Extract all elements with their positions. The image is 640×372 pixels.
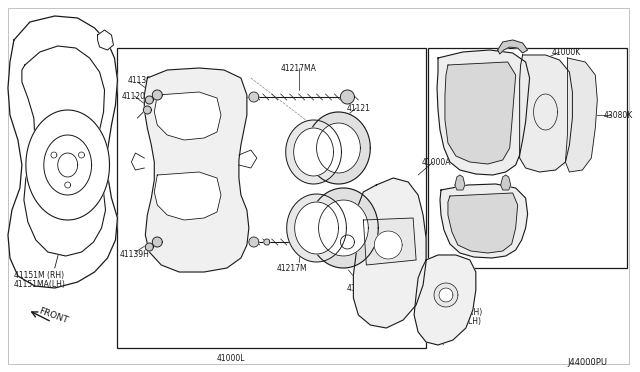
Polygon shape [364,218,416,265]
Polygon shape [455,175,465,190]
Polygon shape [319,200,369,256]
Text: 41000L: 41000L [217,354,245,363]
Polygon shape [145,243,154,251]
Text: 43080K: 43080K [604,111,632,120]
Polygon shape [294,202,339,254]
Polygon shape [414,255,476,345]
Polygon shape [308,188,378,268]
Polygon shape [434,283,458,307]
Polygon shape [97,30,113,50]
Polygon shape [264,239,270,245]
Polygon shape [143,106,151,114]
Polygon shape [154,172,221,220]
Polygon shape [307,112,371,184]
Polygon shape [287,194,346,262]
Text: 41139H: 41139H [120,250,149,259]
Bar [428,48,627,268]
Polygon shape [26,110,109,220]
Text: 41011(LH): 41011(LH) [442,317,482,326]
Polygon shape [152,90,163,100]
Text: FRONT: FRONT [38,306,70,325]
Text: 41000A: 41000A [422,158,452,167]
Polygon shape [249,92,259,102]
Polygon shape [294,128,333,176]
Polygon shape [500,175,511,190]
Polygon shape [520,55,572,172]
Polygon shape [8,16,118,288]
Polygon shape [145,96,154,104]
Text: 41217M: 41217M [276,264,307,273]
Polygon shape [145,68,249,272]
Text: 41138H: 41138H [127,76,157,85]
Text: 41151MA(LH): 41151MA(LH) [14,280,66,289]
Text: 41120: 41120 [122,92,145,101]
Text: 41121: 41121 [346,284,371,293]
Text: 41001(RH): 41001(RH) [442,308,483,317]
Text: 41121: 41121 [346,104,371,113]
Polygon shape [374,231,402,259]
Polygon shape [448,193,518,253]
Text: 41000K: 41000K [552,48,580,57]
Text: J44000PU: J44000PU [568,358,607,367]
Polygon shape [437,50,529,175]
Polygon shape [22,46,106,256]
Polygon shape [249,237,259,247]
Polygon shape [340,235,355,249]
Polygon shape [445,62,516,164]
Polygon shape [565,58,597,172]
Text: 41217MA: 41217MA [281,64,317,73]
Polygon shape [317,123,360,173]
Polygon shape [340,90,355,104]
Polygon shape [285,120,342,184]
Text: 41151M (RH): 41151M (RH) [14,271,64,280]
Polygon shape [439,288,453,302]
Polygon shape [154,92,221,140]
Polygon shape [440,184,527,258]
Polygon shape [498,40,527,54]
Bar [118,48,426,348]
Polygon shape [152,237,163,247]
Polygon shape [353,178,426,328]
